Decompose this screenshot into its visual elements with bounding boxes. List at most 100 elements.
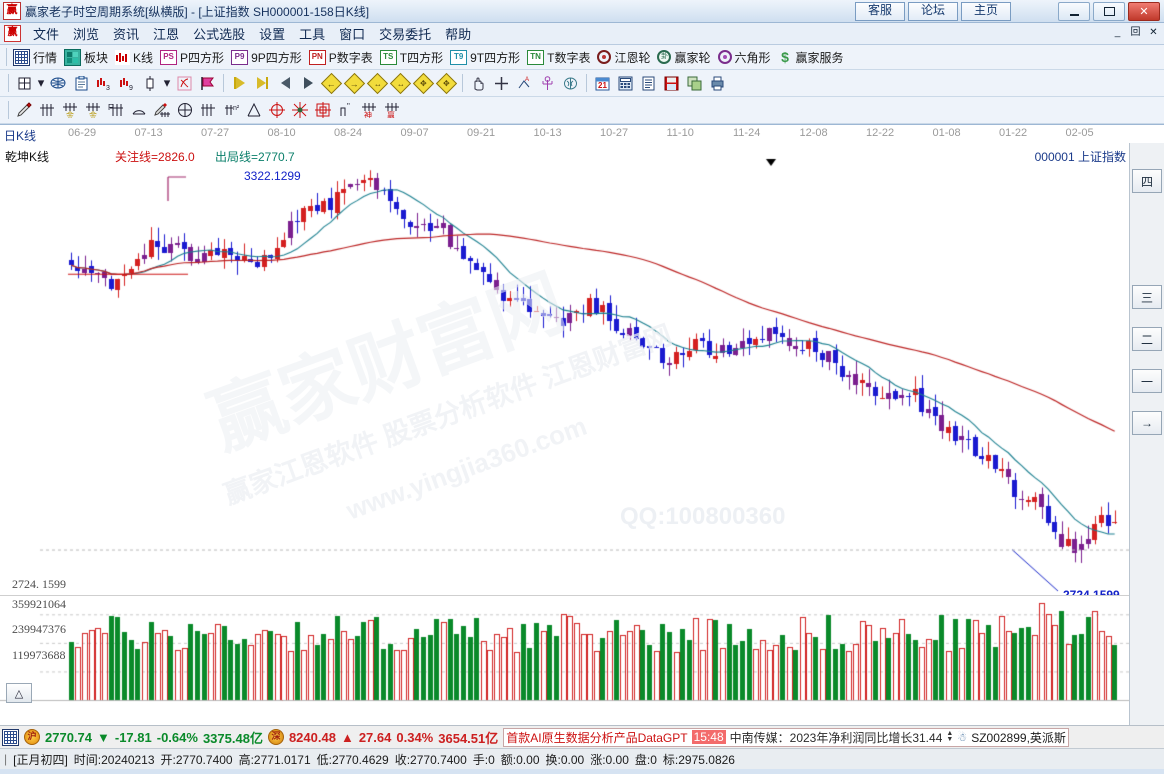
window-controls: ✕ [1055, 2, 1160, 21]
volume-chart-canvas[interactable] [0, 596, 1130, 704]
toolbar-9t-square-button[interactable]: T9 9T四方形 [448, 48, 522, 67]
toolbar-t-square-button[interactable]: TS T四方形 [378, 48, 445, 67]
diamond-move-icon[interactable]: ✥ [435, 72, 457, 94]
stock-reference[interactable]: SZ002899,英派斯 [971, 730, 1066, 745]
angle-icon[interactable] [243, 99, 265, 121]
layout-three-button[interactable]: 三 [1132, 285, 1162, 309]
warning-triangle-icon[interactable]: △ [6, 683, 32, 703]
toolbar-sector-button[interactable]: 板块 [62, 48, 110, 67]
menu-item-gann[interactable]: 江恩 [153, 27, 180, 42]
calendar-dropdown-icon[interactable] [13, 72, 35, 94]
advert-text[interactable]: 首款AI原生数据分析产品DataGPT [506, 730, 688, 745]
diamond-expand-icon[interactable]: ↔ [389, 72, 411, 94]
forum-button[interactable]: 论坛 [908, 2, 958, 21]
price-panel[interactable]: 关注线=2826.0 出局线=2770.7 乾坤K线 3322.1299 000… [0, 143, 1130, 596]
flag-icon[interactable] [196, 72, 218, 94]
save-icon[interactable] [660, 72, 682, 94]
homepage-button[interactable]: 主页 [961, 2, 1011, 21]
first-icon[interactable] [228, 72, 250, 94]
diamond-horizontal-icon[interactable]: ↔ [366, 72, 388, 94]
circle-measure-icon[interactable] [174, 99, 196, 121]
pen-measure-icon[interactable] [151, 99, 173, 121]
gold-fork2-icon[interactable]: 金 [82, 99, 104, 121]
menu-item-help[interactable]: 帮助 [445, 27, 472, 42]
layout-two-button[interactable]: 二 [1132, 327, 1162, 351]
title-quick-buttons: 客服 论坛 主页 [855, 2, 1014, 21]
menu-item-settings[interactable]: 设置 [259, 27, 286, 42]
kline9-icon[interactable]: 9 [116, 72, 138, 94]
diamond-left-icon[interactable]: ← [320, 72, 342, 94]
toolbar-p-numtable-button[interactable]: PN P数字表 [307, 48, 375, 67]
toolbar-quote-button[interactable]: 行情 [11, 48, 59, 67]
tree-icon[interactable] [536, 72, 558, 94]
chart-area[interactable]: 日K线 06-29 07-13 07-27 08-10 08-24 09-07 09-21 1… [0, 124, 1164, 725]
fork2-icon[interactable] [197, 99, 219, 121]
close-button[interactable]: ✕ [1128, 2, 1160, 21]
last-icon[interactable] [251, 72, 273, 94]
diamond-center-icon[interactable]: ✥ [412, 72, 434, 94]
toolbar-hexagon-button[interactable]: 六角形 [716, 48, 773, 67]
target-icon[interactable] [266, 99, 288, 121]
doc-close-button[interactable]: ✕ [1149, 27, 1158, 38]
doc-minimize-button[interactable]: _ [1114, 27, 1121, 38]
dropdown-arrow2-icon[interactable]: ▾ [163, 75, 171, 90]
toolbar-9p-square-button[interactable]: P9 9P四方形 [229, 48, 304, 67]
layout-four-button[interactable]: 四 [1132, 169, 1162, 193]
shen-icon[interactable]: 神 [358, 99, 380, 121]
hand-icon[interactable] [467, 72, 489, 94]
report-icon[interactable] [637, 72, 659, 94]
fork-icon[interactable] [36, 99, 58, 121]
maximize-button[interactable] [1093, 2, 1125, 21]
doc-restore-button[interactable]: 回 [1130, 27, 1141, 38]
n2-icon[interactable]: n² [220, 99, 242, 121]
calculator-icon[interactable] [614, 72, 636, 94]
network-icon[interactable] [47, 72, 69, 94]
pen-red-icon[interactable] [13, 99, 35, 121]
toolbar-kline-button[interactable]: K线 [113, 48, 155, 67]
menu-item-news[interactable]: 资讯 [113, 27, 140, 42]
scroll-right-button[interactable]: → [1132, 411, 1162, 435]
toolbar-gann-wheel-button[interactable]: 江恩轮 [595, 48, 652, 67]
layout-one-button[interactable]: 一 [1132, 369, 1162, 393]
crosshair-icon[interactable] [490, 72, 512, 94]
menu-item-formula-picker[interactable]: 公式选股 [193, 27, 246, 42]
dropdown-arrow-icon[interactable]: ▾ [37, 75, 45, 90]
ying-icon[interactable]: 赢 [381, 99, 403, 121]
clipboard-icon[interactable] [70, 72, 92, 94]
price-chart-canvas[interactable] [0, 143, 1130, 595]
toolbar-winner-service-button[interactable]: $ 赢家服务 [776, 48, 846, 67]
toolbar-winner-wheel-button[interactable]: 卦 赢家轮 [655, 48, 712, 67]
toolbar-t-numtable-button[interactable]: TN T数字表 [525, 48, 592, 67]
news-ticker[interactable]: 首款AI原生数据分析产品DataGPT 15:48 中南传媒：2023年净利润同… [503, 727, 1069, 747]
gold-fork1-icon[interactable]: 金 [59, 99, 81, 121]
minimize-button[interactable] [1058, 2, 1090, 21]
formula-icon[interactable] [173, 72, 195, 94]
menu-bar: 赢 文件 浏览 资讯 江恩 公式选股 设置 工具 窗口 交易委托 帮助 _ 回 … [0, 23, 1164, 45]
menu-item-browse[interactable]: 浏览 [73, 27, 100, 42]
diamond-right-icon[interactable]: → [343, 72, 365, 94]
kline3-icon[interactable]: 3 [93, 72, 115, 94]
volume-panel[interactable]: 359921064 239947376 119973688 △ [0, 596, 1130, 704]
spinner-icon[interactable]: ▲ ▼ [946, 730, 954, 743]
print-icon[interactable] [706, 72, 728, 94]
menu-item-tools[interactable]: 工具 [299, 27, 326, 42]
menu-item-file[interactable]: 文件 [33, 27, 60, 42]
support-button[interactable]: 客服 [855, 2, 905, 21]
calendar21-icon[interactable]: 21 [591, 72, 613, 94]
arc-icon[interactable] [128, 99, 150, 121]
prev-icon[interactable] [274, 72, 296, 94]
toolbar-p-square-button[interactable]: PS P四方形 [158, 48, 226, 67]
news-headline[interactable]: 中南传媒：2023年净利润同比增长31.44 [729, 730, 943, 745]
f-fork-icon[interactable]: F [105, 99, 127, 121]
brain-icon[interactable] [559, 72, 581, 94]
quote-grid-icon[interactable] [2, 728, 19, 746]
draw-line-icon[interactable]: A [513, 72, 535, 94]
candle-icon[interactable] [139, 72, 161, 94]
step-icon[interactable]: " [335, 99, 357, 121]
menu-item-trade[interactable]: 交易委托 [379, 27, 432, 42]
copy-icon[interactable] [683, 72, 705, 94]
next-icon[interactable] [297, 72, 319, 94]
menu-item-window[interactable]: 窗口 [339, 27, 366, 42]
star-target-icon[interactable] [289, 99, 311, 121]
box-target-icon[interactable] [312, 99, 334, 121]
